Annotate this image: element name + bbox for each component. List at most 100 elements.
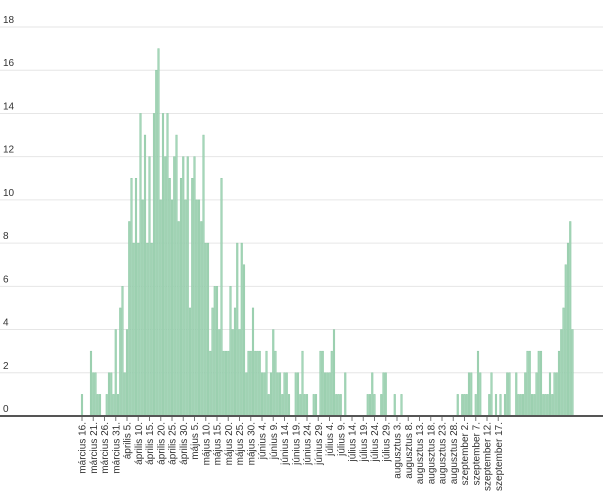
bar [393, 394, 396, 417]
bar [456, 394, 459, 417]
bar [197, 199, 201, 417]
bar [508, 372, 511, 417]
y-tick-label: 18 [3, 15, 15, 26]
bar [249, 350, 252, 417]
bar [177, 221, 180, 417]
bar [488, 394, 491, 417]
bar [218, 329, 221, 417]
bar [150, 242, 153, 417]
bar [110, 372, 113, 417]
bar [366, 394, 369, 417]
bar [161, 113, 165, 417]
bar [143, 134, 147, 417]
x-tick-label: szeptember 2. [460, 422, 471, 485]
bar [242, 264, 246, 417]
bar [170, 199, 174, 417]
bar [96, 394, 99, 417]
bar [195, 199, 198, 417]
bar [301, 350, 304, 417]
bar [506, 372, 509, 417]
bar [220, 178, 223, 417]
bar [164, 156, 167, 417]
bar [461, 394, 464, 417]
x-tick-label: április 5. [123, 422, 134, 459]
bar [303, 394, 306, 417]
y-tick-label: 0 [3, 404, 9, 415]
y-axis-ticks: 0 2 4 6 8 10 12 14 16 18 [3, 15, 15, 415]
bar [236, 242, 239, 417]
bar [569, 221, 572, 417]
y-tick-label: 10 [3, 188, 15, 199]
bar [548, 372, 552, 417]
bar [222, 350, 225, 417]
bar [204, 242, 207, 417]
bar [314, 394, 318, 417]
x-tick-label: május 20. [224, 422, 235, 465]
bar [166, 113, 169, 417]
x-tick-label: július 19. [359, 422, 370, 462]
bar [206, 242, 210, 417]
bar [368, 394, 372, 417]
bar [571, 329, 574, 417]
bar [335, 394, 338, 417]
y-tick-label: 2 [3, 361, 9, 372]
bar [191, 178, 194, 417]
bar [107, 372, 111, 417]
bar [229, 286, 232, 417]
x-tick-label: május 15. [213, 422, 224, 465]
bar [202, 134, 205, 417]
bar [332, 329, 336, 417]
x-axis-ticks: március 16. március 21. március 26. március… [78, 417, 505, 491]
bar [555, 372, 558, 417]
bar [474, 394, 477, 417]
x-tick-label: június 24. [303, 422, 314, 466]
bar [294, 372, 297, 417]
bar [240, 242, 243, 417]
bar [519, 394, 522, 417]
y-tick-label: 16 [3, 58, 15, 69]
bar [281, 394, 284, 417]
bar [155, 69, 158, 417]
bar [224, 350, 228, 417]
x-tick-label: augusztus 3. [393, 422, 404, 479]
bar [535, 372, 538, 417]
bar [296, 372, 300, 417]
bar [121, 286, 124, 417]
bar [141, 199, 144, 417]
bar [287, 394, 291, 417]
bar [125, 329, 129, 417]
bar [179, 178, 183, 417]
bar [215, 286, 219, 417]
bar [476, 350, 480, 417]
bar [175, 134, 178, 417]
x-tick-label: július 9. [336, 422, 347, 457]
bar [274, 350, 277, 417]
bar [557, 350, 561, 417]
bar [323, 372, 327, 417]
bar [272, 329, 275, 417]
x-tick-label: április 25. [168, 422, 179, 465]
bar [479, 372, 482, 417]
bar [321, 350, 324, 417]
x-tick-label: augusztus 28. [449, 422, 460, 484]
bar [546, 394, 549, 417]
x-tick-label: július 29. [381, 422, 392, 462]
x-tick-label: április 10. [134, 422, 145, 465]
x-tick-label: szeptember 7. [471, 422, 482, 485]
bar [278, 372, 282, 417]
bar [299, 394, 302, 417]
x-tick-label: július 24. [370, 422, 381, 462]
y-tick-label: 6 [3, 274, 9, 285]
x-tick-label: augusztus 23. [438, 422, 449, 484]
bar [515, 372, 518, 417]
bar [517, 394, 520, 417]
bar [371, 372, 374, 417]
bar [339, 394, 342, 417]
bar [168, 178, 171, 417]
bar [256, 350, 259, 417]
x-tick-label: május 10. [201, 422, 212, 465]
x-tick-label: június 14. [280, 422, 291, 466]
bar [209, 350, 212, 417]
bar [283, 372, 286, 417]
